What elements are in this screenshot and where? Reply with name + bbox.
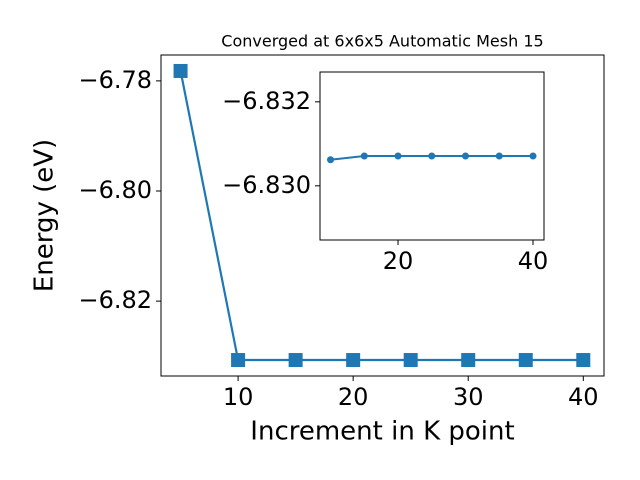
x-tick-label: 20 [338,383,369,411]
data-point [394,152,402,160]
data-point [173,63,188,78]
x-tick-label: 30 [453,383,484,411]
x-axis-label: Increment in K point [250,417,514,447]
y-tick-label: −6.830 [222,171,311,199]
chart-title: Converged at 6x6x5 Automatic Mesh 15 [221,32,543,51]
x-tick-label: 40 [518,247,549,275]
data-point [428,152,436,160]
x-tick-label: 10 [223,383,254,411]
y-tick-label: −6.832 [222,87,311,115]
data-point [360,152,368,160]
data-point [461,353,476,368]
data-point [327,156,335,164]
axes-frame [160,54,605,377]
data-point [529,152,537,160]
data-point [518,353,533,368]
y-axis-label: Energy (eV) [30,139,60,292]
y-tick-label: −6.80 [78,176,152,204]
data-point [346,353,361,368]
y-tick-label: −6.78 [78,66,152,94]
data-point [495,152,503,160]
data-point [288,353,303,368]
series-line [179,70,584,362]
x-tick-label: 40 [568,383,599,411]
x-tick-label: 20 [383,247,414,275]
axes-frame [319,71,545,241]
data-point [231,353,246,368]
data-point [576,353,591,368]
data-point [462,152,470,160]
data-point [403,353,418,368]
y-tick-label: −6.82 [78,286,152,314]
